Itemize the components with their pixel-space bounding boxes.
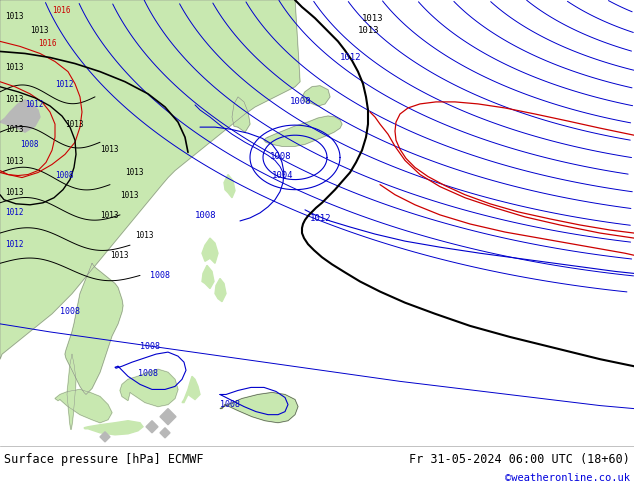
Text: 1013: 1013 xyxy=(358,26,380,35)
Text: 1013: 1013 xyxy=(5,157,23,167)
Text: 1008: 1008 xyxy=(220,399,240,409)
Text: 1013: 1013 xyxy=(125,168,143,176)
Text: 1012: 1012 xyxy=(340,52,361,62)
Polygon shape xyxy=(160,428,170,438)
Text: Surface pressure [hPa] ECMWF: Surface pressure [hPa] ECMWF xyxy=(4,453,204,466)
Text: Fr 31-05-2024 06:00 UTC (18+60): Fr 31-05-2024 06:00 UTC (18+60) xyxy=(409,453,630,466)
Text: 1004: 1004 xyxy=(272,171,294,179)
Text: 1008: 1008 xyxy=(195,211,216,220)
Polygon shape xyxy=(100,432,110,442)
Polygon shape xyxy=(55,390,112,423)
Text: 1008: 1008 xyxy=(270,152,292,161)
Text: 1008: 1008 xyxy=(290,97,311,106)
Polygon shape xyxy=(65,263,123,394)
Text: 1016: 1016 xyxy=(38,39,56,49)
Text: 1013: 1013 xyxy=(362,14,384,23)
Text: 1008: 1008 xyxy=(150,271,170,280)
Polygon shape xyxy=(146,421,158,433)
Polygon shape xyxy=(67,354,76,430)
Text: 1013: 1013 xyxy=(5,12,23,21)
Text: 1008: 1008 xyxy=(138,369,158,378)
Polygon shape xyxy=(264,116,342,147)
Text: 1012: 1012 xyxy=(25,100,44,109)
Text: 1016: 1016 xyxy=(52,6,70,15)
Polygon shape xyxy=(215,278,226,302)
Text: 1012: 1012 xyxy=(5,208,23,217)
Text: 1013: 1013 xyxy=(5,188,23,196)
Polygon shape xyxy=(232,97,250,132)
Polygon shape xyxy=(302,86,330,106)
Text: 1008: 1008 xyxy=(20,140,39,149)
Polygon shape xyxy=(0,100,40,132)
Text: 1008: 1008 xyxy=(140,342,160,351)
Text: 1013: 1013 xyxy=(5,63,23,72)
Text: 1008: 1008 xyxy=(60,307,80,316)
Polygon shape xyxy=(224,174,235,198)
Text: 1013: 1013 xyxy=(100,146,119,154)
Text: 1013: 1013 xyxy=(110,251,129,260)
Polygon shape xyxy=(84,421,143,435)
Text: 1013: 1013 xyxy=(5,125,23,134)
Polygon shape xyxy=(0,0,300,359)
Text: 1008: 1008 xyxy=(55,171,74,179)
Text: 1013: 1013 xyxy=(65,120,84,129)
Text: 1013: 1013 xyxy=(135,231,153,240)
Text: 1013: 1013 xyxy=(100,211,119,220)
Text: 1013: 1013 xyxy=(30,26,48,35)
Polygon shape xyxy=(220,392,298,423)
Text: 1012: 1012 xyxy=(310,214,332,223)
Polygon shape xyxy=(202,266,214,289)
Polygon shape xyxy=(120,369,178,407)
Polygon shape xyxy=(160,409,176,425)
Text: 1012: 1012 xyxy=(5,240,23,249)
Polygon shape xyxy=(202,238,218,263)
Text: ©weatheronline.co.uk: ©weatheronline.co.uk xyxy=(505,473,630,483)
Polygon shape xyxy=(182,376,200,403)
Text: 1012: 1012 xyxy=(55,80,74,89)
Text: 1013: 1013 xyxy=(5,95,23,104)
Text: 1013: 1013 xyxy=(120,191,138,200)
